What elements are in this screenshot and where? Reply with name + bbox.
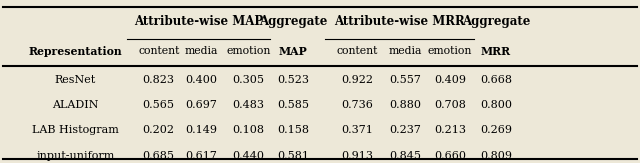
Text: emotion: emotion (226, 46, 271, 56)
Text: 0.483: 0.483 (232, 100, 264, 110)
Text: 0.158: 0.158 (277, 125, 309, 135)
Text: 0.581: 0.581 (277, 151, 309, 161)
Text: 0.400: 0.400 (186, 75, 218, 85)
Text: 0.305: 0.305 (232, 75, 264, 85)
Text: media: media (185, 46, 218, 56)
Text: 0.269: 0.269 (480, 125, 512, 135)
Text: 0.736: 0.736 (341, 100, 373, 110)
Text: 0.617: 0.617 (186, 151, 218, 161)
Text: 0.585: 0.585 (277, 100, 309, 110)
Text: content: content (138, 46, 179, 56)
Text: 0.660: 0.660 (434, 151, 466, 161)
Text: Aggregate: Aggregate (462, 15, 530, 28)
Text: Attribute-wise MAP: Attribute-wise MAP (134, 15, 263, 28)
Text: 0.809: 0.809 (480, 151, 512, 161)
Text: content: content (337, 46, 378, 56)
Text: 0.697: 0.697 (186, 100, 218, 110)
Text: Attribute-wise MRR: Attribute-wise MRR (334, 15, 465, 28)
Text: 0.371: 0.371 (341, 125, 373, 135)
Text: 0.565: 0.565 (143, 100, 175, 110)
Text: 0.409: 0.409 (434, 75, 466, 85)
Text: 0.913: 0.913 (341, 151, 373, 161)
Text: 0.149: 0.149 (186, 125, 218, 135)
Text: Aggregate: Aggregate (259, 15, 327, 28)
Text: 0.823: 0.823 (143, 75, 175, 85)
Text: 0.685: 0.685 (143, 151, 175, 161)
Text: 0.440: 0.440 (232, 151, 264, 161)
Text: 0.202: 0.202 (143, 125, 175, 135)
Text: 0.880: 0.880 (389, 100, 421, 110)
Text: 0.800: 0.800 (480, 100, 512, 110)
Text: 0.668: 0.668 (480, 75, 512, 85)
Text: input-uniform: input-uniform (36, 151, 115, 161)
Text: emotion: emotion (428, 46, 472, 56)
Text: 0.845: 0.845 (389, 151, 421, 161)
Text: 0.557: 0.557 (389, 75, 421, 85)
Text: media: media (388, 46, 422, 56)
Text: 0.108: 0.108 (232, 125, 264, 135)
Text: 0.523: 0.523 (277, 75, 309, 85)
Text: ALADIN: ALADIN (52, 100, 99, 110)
Text: ResNet: ResNet (55, 75, 96, 85)
Text: 0.922: 0.922 (341, 75, 373, 85)
Text: 0.237: 0.237 (389, 125, 421, 135)
Text: MRR: MRR (481, 46, 511, 57)
Text: 0.708: 0.708 (434, 100, 466, 110)
Text: LAB Histogram: LAB Histogram (32, 125, 119, 135)
Text: MAP: MAP (279, 46, 307, 57)
Text: Representation: Representation (29, 46, 122, 57)
Text: 0.213: 0.213 (434, 125, 466, 135)
